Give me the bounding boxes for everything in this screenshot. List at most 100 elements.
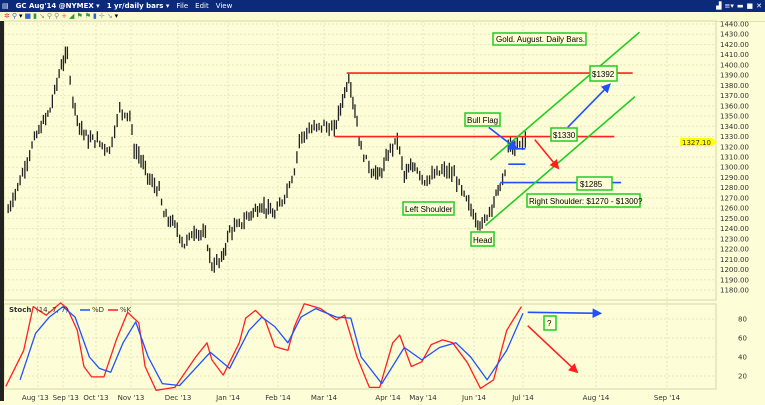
price-tick-label: 1270.00	[720, 194, 749, 202]
menu-view[interactable]: View	[215, 2, 233, 10]
crosshair-icon[interactable]: +	[61, 12, 68, 20]
annotation-title: Gold. August. Daily Bars.	[492, 32, 587, 46]
bar-style-icon[interactable]: ▮	[33, 12, 38, 20]
price-tick-label: 1180.00	[720, 286, 749, 294]
price-tick-label: 1220.00	[720, 246, 749, 254]
x-tick-label: Aug '13	[22, 394, 49, 402]
x-tick-label: Aug '14	[583, 394, 610, 402]
flag-icon[interactable]: ⚑	[76, 12, 83, 20]
settings-icon[interactable]: ✲	[4, 12, 10, 20]
price-tick-label: 1280.00	[720, 184, 749, 192]
price-tick-label: 1310.00	[720, 153, 749, 161]
price-tick-label: 1410.00	[720, 51, 749, 59]
price-tick-label: 1420.00	[720, 41, 749, 49]
svg-text:1327.10: 1327.10	[682, 139, 711, 147]
stoch-tick-label: 20	[738, 373, 747, 381]
arrow	[488, 126, 518, 150]
zoom-in-icon[interactable]: ⚲	[46, 12, 53, 20]
svg-text:Bull Flag: Bull Flag	[467, 116, 498, 125]
annotation-question: ?	[543, 315, 557, 331]
svg-text:%D: %D	[92, 306, 104, 314]
x-tick-label: Jun '14	[461, 394, 487, 402]
maximize-icon[interactable]: ■	[746, 2, 754, 10]
print-icon[interactable]: ▟	[716, 2, 722, 10]
dropdown-icon[interactable]: ▾	[19, 12, 23, 20]
menu-file[interactable]: File	[176, 2, 189, 10]
x-tick-label: Sep '14	[654, 394, 681, 402]
stoch-arrow	[527, 325, 579, 374]
price-tick-label: 1200.00	[720, 266, 749, 274]
annotation-support-1285: $1285	[576, 176, 613, 191]
last-price-tag: 1327.10	[680, 138, 717, 147]
price-tick-label: 1210.00	[720, 256, 749, 264]
x-tick-label: Jul '14	[511, 394, 534, 402]
close-icon[interactable]: ✕	[756, 2, 762, 10]
symbol-dropdown[interactable]: GC Aug'14 @NYMEX ▾	[15, 2, 100, 10]
stoch-line-pct-d	[19, 305, 524, 387]
price-tick-label: 1380.00	[720, 82, 749, 90]
flag-icon[interactable]: ⚑	[84, 12, 91, 20]
price-tick-label: 1230.00	[720, 235, 749, 243]
price-tick-label: 1240.00	[720, 225, 749, 233]
svg-text:$1330: $1330	[553, 131, 576, 140]
zoom-out-icon[interactable]: ⚲	[54, 12, 60, 20]
x-tick-label: Sep '13	[53, 394, 79, 402]
price-tick-label: 1330.00	[720, 133, 749, 141]
draw-icon[interactable]: ↘	[39, 12, 45, 20]
price-tick-label: 1300.00	[720, 164, 749, 172]
svg-text:(14, 7, 7): (14, 7, 7)	[36, 306, 68, 314]
menu-icon[interactable]: ≡▾	[724, 2, 734, 10]
annotation-bull-flag: Bull Flag	[464, 112, 501, 127]
dropdown-icon[interactable]: ▾	[114, 12, 119, 20]
stoch-line-pct-k	[5, 302, 522, 391]
annotation-left-shoulder: Left Shoulder	[402, 201, 455, 216]
zoom-icon[interactable]: ⚲	[11, 12, 18, 20]
x-tick-label: Dec '13	[165, 394, 192, 402]
x-tick-label: Feb '14	[265, 394, 291, 402]
period-dropdown[interactable]: 1 yr/daily bars ▾	[106, 2, 170, 10]
price-tick-label: 1340.00	[720, 123, 749, 131]
stoch-tick-label: 40	[738, 354, 747, 362]
cursor-icon[interactable]: ✛	[98, 12, 105, 20]
price-tick-label: 1430.00	[720, 31, 749, 39]
scrollbar[interactable]	[0, 21, 4, 401]
price-tick-label: 1370.00	[720, 92, 749, 100]
stoch-tick-label: 80	[738, 316, 747, 324]
trend-icon[interactable]: ◢	[69, 12, 75, 20]
x-tick-label: Jan '14	[215, 394, 240, 402]
stoch-legend: Stoch (14, 7, 7) %D %K	[9, 306, 132, 314]
svg-text:Right Shoulder: $1270 - $1300?: Right Shoulder: $1270 - $1300?	[529, 197, 643, 206]
x-tick-label: Oct '13	[83, 394, 108, 402]
price-tick-label: 1290.00	[720, 174, 749, 182]
svg-text:Left Shoulder: Left Shoulder	[405, 205, 453, 214]
svg-text:Stoch: Stoch	[9, 306, 31, 314]
svg-text:Gold. August. Daily Bars.: Gold. August. Daily Bars.	[496, 35, 585, 44]
price-tick-label: 1400.00	[720, 61, 749, 69]
color-icon[interactable]: ■	[24, 12, 32, 20]
menu-edit[interactable]: Edit	[195, 2, 209, 10]
annotation-right-shoulder: Right Shoulder: $1270 - $1300?	[526, 193, 643, 208]
stoch-tick-label: 60	[738, 335, 747, 343]
x-tick-label: Nov '13	[118, 394, 145, 402]
price-tick-label: 1350.00	[720, 113, 749, 121]
tool-icon[interactable]: ↘	[106, 12, 113, 20]
title-bar: ▤ GC Aug'14 @NYMEX ▾ 1 yr/daily bars ▾ F…	[0, 0, 765, 12]
stoch-panel	[3, 303, 717, 390]
minimize-icon[interactable]: ▬	[736, 2, 744, 10]
price-tick-label: 1440.00	[720, 21, 749, 29]
svg-text:$1285: $1285	[580, 180, 603, 189]
channel-line	[489, 31, 641, 161]
price-tick-label: 1320.00	[720, 143, 749, 151]
channel-line	[484, 96, 636, 227]
annotation-head: Head	[470, 231, 495, 247]
svg-text:?: ?	[547, 319, 552, 328]
svg-text:Head: Head	[473, 236, 492, 245]
arrow	[534, 139, 560, 170]
x-tick-label: Mar '14	[311, 394, 338, 402]
volume-icon[interactable]: ▮	[93, 12, 97, 20]
x-tick-label: Apr '14	[375, 394, 401, 402]
price-tick-label: 1190.00	[720, 276, 749, 284]
price-tick-label: 1390.00	[720, 72, 749, 80]
